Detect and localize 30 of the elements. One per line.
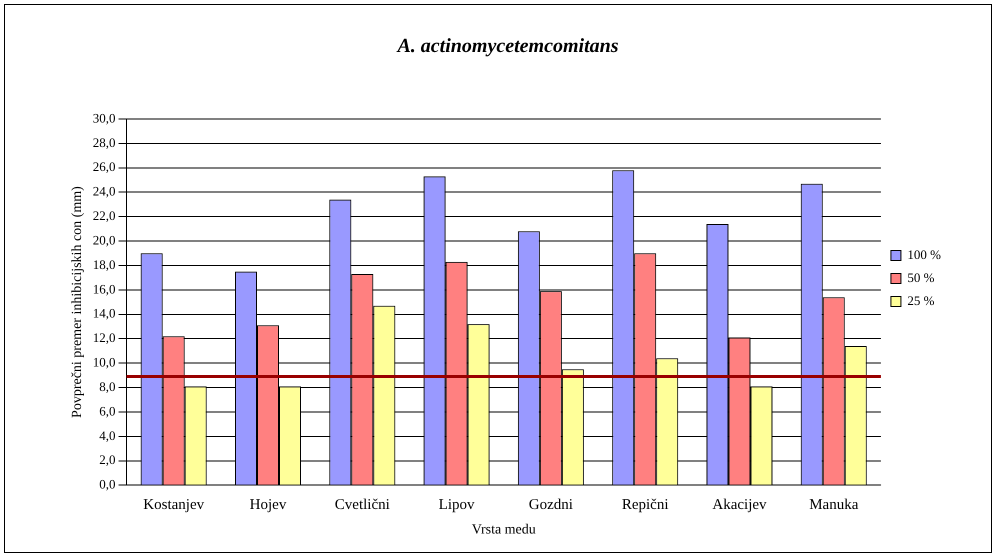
x-tick-label: Manuka: [809, 497, 859, 514]
y-tick-label: 14,0: [92, 306, 116, 321]
x-tick-label: Hojev: [250, 497, 287, 514]
y-tick-label: 24,0: [92, 184, 116, 199]
y-tick-label: 12,0: [92, 330, 116, 346]
y-tick-label: 18,0: [92, 256, 116, 272]
x-tick-label: Cvetlični: [334, 497, 390, 514]
chart-title: A. actinomycetemcomitans: [395, 35, 619, 58]
x-tick-label: Kostanjev: [143, 497, 205, 514]
x-tick-label: Repični: [622, 497, 669, 514]
legend-label: 100 %: [907, 246, 942, 262]
y-tick-label: 2,0: [99, 452, 116, 468]
y-tick-label: 4,0: [99, 428, 116, 443]
x-axis-title: Vrsta medu: [472, 522, 536, 538]
y-tick-label: 0,0: [99, 476, 116, 492]
legend-label: 50 %: [907, 270, 935, 285]
y-tick-label: 20,0: [92, 232, 116, 248]
x-tick-label: Gozdni: [528, 497, 573, 514]
y-tick-label: 26,0: [92, 159, 116, 174]
legend-label: 25 %: [907, 292, 935, 308]
y-tick-label: 30,0: [92, 110, 116, 126]
y-tick-label: 10,0: [92, 354, 116, 370]
x-tick-label: Lipov: [438, 497, 475, 514]
y-tick-label: 8,0: [99, 378, 116, 394]
y-tick-label: 6,0: [99, 403, 116, 418]
y-axis-title: Povprečni premer inhibicijskih con (mm): [70, 186, 86, 418]
y-tick-label: 16,0: [92, 281, 116, 296]
x-tick-label: Akacijev: [712, 497, 768, 514]
y-tick-label: 28,0: [92, 134, 116, 150]
y-tick-label: 22,0: [92, 208, 116, 224]
